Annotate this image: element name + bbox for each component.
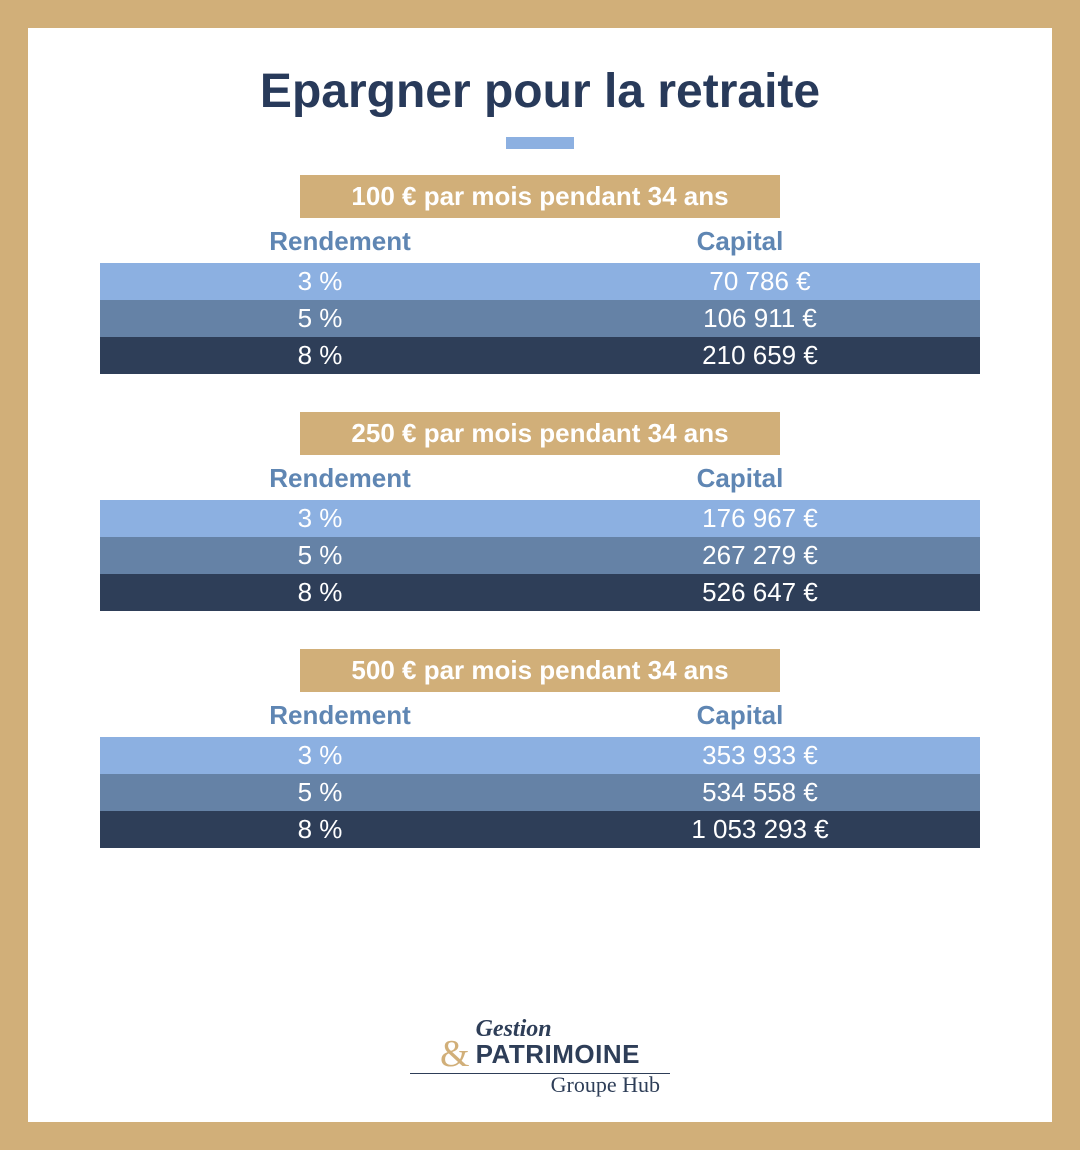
table-row: 8 %526 647 € [100,574,980,611]
capital-cell: 534 558 € [540,777,980,808]
sections-container: 100 € par mois pendant 34 ansRendementCa… [100,175,980,886]
rendement-label: Rendement [140,463,540,494]
capital-cell: 267 279 € [540,540,980,571]
table-row: 8 %210 659 € [100,337,980,374]
capital-cell: 210 659 € [540,340,980,371]
section-header: 100 € par mois pendant 34 ans [300,175,780,218]
table-row: 3 %70 786 € [100,263,980,300]
logo-line2: PATRIMOINE [476,1041,640,1067]
capital-label: Capital [540,700,940,731]
logo-subtitle: Groupe Hub [551,1072,660,1098]
capital-cell: 1 053 293 € [540,814,980,845]
rendement-cell: 8 % [100,577,540,608]
rendement-cell: 3 % [100,266,540,297]
capital-cell: 526 647 € [540,577,980,608]
capital-cell: 176 967 € [540,503,980,534]
capital-label: Capital [540,463,940,494]
capital-cell: 353 933 € [540,740,980,771]
logo-top: & Gestion PATRIMOINE [440,1017,640,1071]
logo-block: & Gestion PATRIMOINE Groupe Hub [410,1017,670,1098]
table-row: 3 %176 967 € [100,500,980,537]
rendement-cell: 8 % [100,814,540,845]
inner-card: Epargner pour la retraite 100 € par mois… [28,28,1052,1122]
table-row: 3 %353 933 € [100,737,980,774]
page-title: Epargner pour la retraite [260,64,820,119]
savings-section: 100 € par mois pendant 34 ans RendementCa… [100,175,980,374]
rendement-cell: 3 % [100,740,540,771]
savings-section: 250 € par mois pendant 34 ans RendementCa… [100,412,980,611]
column-labels: RendementCapital [100,226,980,257]
rendement-cell: 5 % [100,540,540,571]
capital-cell: 70 786 € [540,266,980,297]
column-labels: RendementCapital [100,463,980,494]
logo-text: Gestion PATRIMOINE [476,1017,640,1067]
column-labels: RendementCapital [100,700,980,731]
outer-frame: Epargner pour la retraite 100 € par mois… [0,0,1080,1150]
section-header: 500 € par mois pendant 34 ans [300,649,780,692]
section-header: 250 € par mois pendant 34 ans [300,412,780,455]
table-row: 5 %534 558 € [100,774,980,811]
rendement-cell: 3 % [100,503,540,534]
savings-section: 500 € par mois pendant 34 ans RendementCa… [100,649,980,848]
capital-cell: 106 911 € [540,303,980,334]
rendement-cell: 8 % [100,340,540,371]
rendement-label: Rendement [140,700,540,731]
title-underline [506,137,574,149]
rendement-cell: 5 % [100,303,540,334]
rendement-label: Rendement [140,226,540,257]
table-row: 8 %1 053 293 € [100,811,980,848]
capital-label: Capital [540,226,940,257]
logo-ampersand-icon: & [440,1037,470,1071]
logo-line1: Gestion [476,1017,640,1041]
table-row: 5 %106 911 € [100,300,980,337]
rendement-cell: 5 % [100,777,540,808]
table-row: 5 %267 279 € [100,537,980,574]
